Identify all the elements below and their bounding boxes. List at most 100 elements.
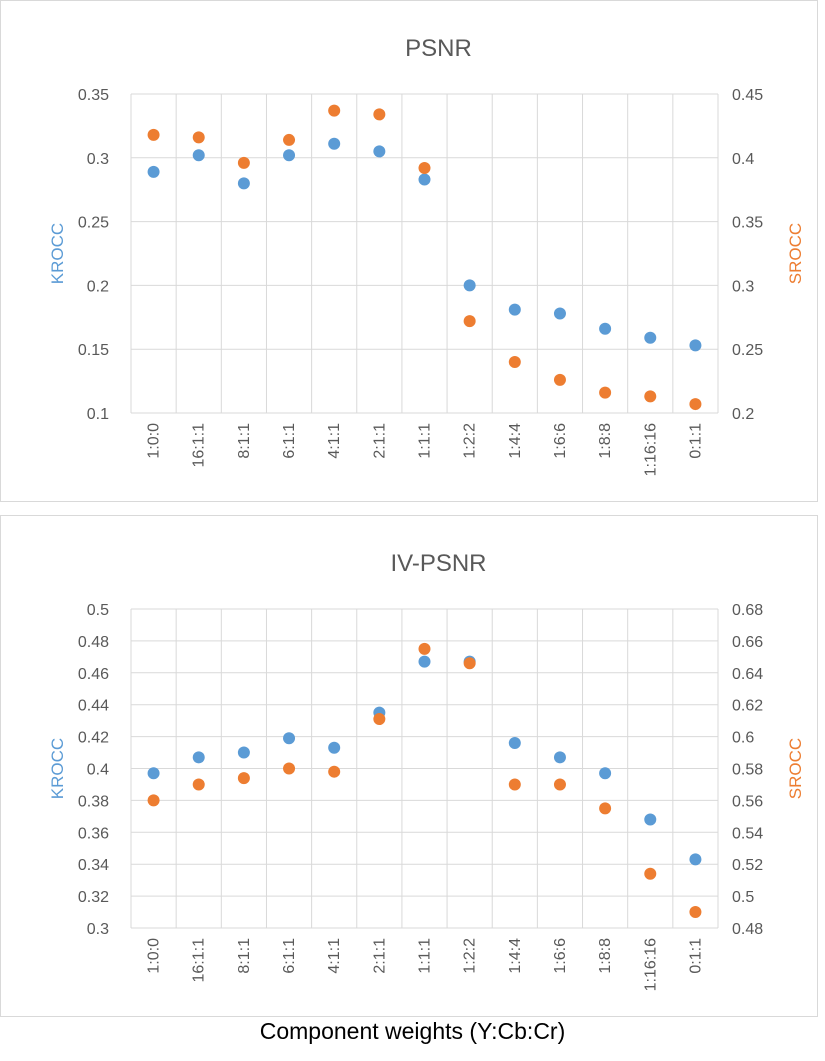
y-left-tick-label: 0.5 <box>87 602 109 619</box>
x-tick-label: 0:1:1 <box>687 938 704 974</box>
x-tick-label: 1:0:0 <box>146 423 163 459</box>
y-left-tick-label: 0.15 <box>78 342 109 359</box>
y-left-tick-label: 0.32 <box>78 889 109 906</box>
srocc-point <box>553 373 566 386</box>
chart-title: PSNR <box>405 35 472 62</box>
x-tick-label: 1:4:4 <box>507 938 524 974</box>
srocc-point <box>599 802 612 815</box>
srocc-point <box>463 657 476 670</box>
y-right-tick-label: 0.35 <box>732 215 763 232</box>
x-tick-label: 16:1:1 <box>191 423 208 468</box>
x-tick-label: 1:4:4 <box>507 423 524 459</box>
srocc-point <box>689 398 702 411</box>
y-right-tick-label: 0.6 <box>732 730 754 747</box>
x-tick-label: 4:1:1 <box>326 423 343 459</box>
y-right-tick-label: 0.5 <box>732 889 754 906</box>
krocc-point <box>599 767 612 780</box>
x-tick-label: 8:1:1 <box>236 938 253 974</box>
krocc-point <box>644 331 657 344</box>
krocc-point <box>328 741 341 754</box>
krocc-point <box>147 767 160 780</box>
x-tick-label: 1:2:2 <box>462 938 479 974</box>
y-right-axis-label: SROCC <box>786 223 805 284</box>
y-right-tick-label: 0.68 <box>732 602 763 619</box>
krocc-point <box>373 145 386 158</box>
x-tick-label: 6:1:1 <box>281 423 298 459</box>
srocc-point <box>237 156 250 169</box>
srocc-point <box>508 355 521 368</box>
krocc-point <box>328 137 341 150</box>
srocc-point <box>192 778 205 791</box>
srocc-point <box>147 794 160 807</box>
srocc-point <box>283 762 296 775</box>
y-right-tick-label: 0.45 <box>732 87 763 104</box>
x-tick-label: 1:1:1 <box>417 938 434 974</box>
x-tick-label: 2:1:1 <box>371 938 388 974</box>
krocc-point <box>553 307 566 320</box>
x-tick-label: 1:6:6 <box>552 423 569 459</box>
x-tick-label: 16:1:1 <box>191 938 208 983</box>
iv-psnr-chart-panel: IV-PSNR 0.3 0.32 0.34 0.36 0.38 0.4 0.42 0.44 0.4… <box>0 515 818 1017</box>
krocc-point <box>689 853 702 866</box>
y-left-tick-label: 0.36 <box>78 825 109 842</box>
krocc-point <box>644 813 657 826</box>
y-left-tick-label: 0.34 <box>78 857 109 874</box>
y-left-tick-label: 0.42 <box>78 730 109 747</box>
srocc-point <box>328 765 341 778</box>
srocc-point <box>689 906 702 919</box>
y-right-tick-label: 0.66 <box>732 634 763 651</box>
srocc-point <box>553 778 566 791</box>
y-left-tick-label: 0.38 <box>78 793 109 810</box>
krocc-point <box>237 177 250 190</box>
y-left-tick-label: 0.3 <box>87 921 109 938</box>
y-left-tick-label: 0.4 <box>87 762 109 779</box>
psnr-chart: PSNR 0.1 0.15 0.2 0.25 0.3 0.35 0.2 0.25 0.3 0.35 0… <box>48 35 805 476</box>
srocc-point <box>418 162 431 175</box>
chart-title: IV-PSNR <box>390 550 486 577</box>
y-left-axis-label: KROCC <box>48 223 67 284</box>
y-left-tick-label: 0.48 <box>78 634 109 651</box>
y-right-tick-label: 0.64 <box>732 666 763 683</box>
y-right-tick-label: 0.2 <box>732 406 754 423</box>
srocc-point <box>192 131 205 144</box>
krocc-point <box>599 322 612 335</box>
x-tick-label: 4:1:1 <box>326 938 343 974</box>
krocc-point <box>192 751 205 764</box>
y-left-tick-label: 0.25 <box>78 215 109 232</box>
krocc-point <box>508 736 521 749</box>
krocc-point <box>147 165 160 178</box>
x-tick-label: 8:1:1 <box>236 423 253 459</box>
x-tick-label: 1:8:8 <box>597 423 614 459</box>
y-left-tick-label: 0.1 <box>87 406 109 423</box>
srocc-point <box>599 386 612 399</box>
x-tick-label: 1:16:16 <box>642 938 659 991</box>
y-left-tick-label: 0.35 <box>78 87 109 104</box>
y-left-tick-label: 0.46 <box>78 666 109 683</box>
srocc-point <box>463 315 476 328</box>
y-right-tick-label: 0.52 <box>732 857 763 874</box>
y-left-tick-label: 0.44 <box>78 698 109 715</box>
krocc-point <box>689 339 702 352</box>
x-tick-label: 1:6:6 <box>552 938 569 974</box>
y-right-tick-label: 0.56 <box>732 793 763 810</box>
iv-psnr-chart: IV-PSNR 0.3 0.32 0.34 0.36 0.38 0.4 0.42 0.44 0.4… <box>48 550 805 991</box>
srocc-point <box>237 772 250 785</box>
y-right-axis-label: SROCC <box>786 738 805 799</box>
y-left-tick-label: 0.2 <box>87 278 109 295</box>
krocc-point <box>418 655 431 668</box>
krocc-point <box>508 303 521 316</box>
y-right-tick-label: 0.58 <box>732 762 763 779</box>
x-tick-label: 1:2:2 <box>462 423 479 459</box>
x-tick-label: 1:0:0 <box>146 938 163 974</box>
krocc-point <box>553 751 566 764</box>
srocc-point <box>328 104 341 117</box>
x-tick-label: 2:1:1 <box>371 423 388 459</box>
y-right-tick-label: 0.3 <box>732 278 754 295</box>
srocc-point <box>418 642 431 655</box>
y-right-tick-label: 0.25 <box>732 342 763 359</box>
y-right-tick-label: 0.48 <box>732 921 763 938</box>
srocc-point <box>508 778 521 791</box>
x-axis-caption: Component weights (Y:Cb:Cr) <box>259 1018 566 1044</box>
krocc-point <box>283 732 296 745</box>
x-tick-label: 0:1:1 <box>687 423 704 459</box>
